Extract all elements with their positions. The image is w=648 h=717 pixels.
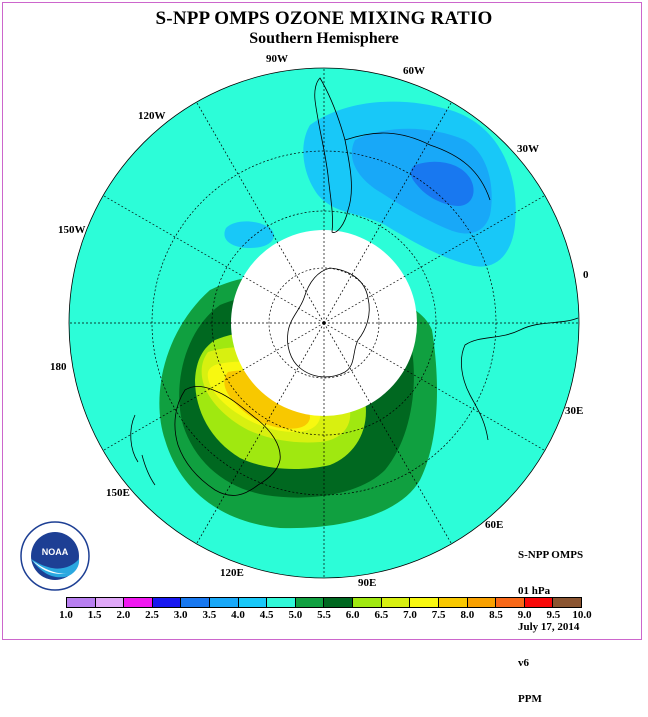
meridian-lines xyxy=(69,68,579,578)
colorbar-swatch xyxy=(496,598,525,607)
colorbar-tick-label: 7.0 xyxy=(403,609,417,621)
coastlines xyxy=(130,77,579,496)
colorbar-tick-label: 4.0 xyxy=(231,609,245,621)
lon-label-120w: 120W xyxy=(138,110,166,122)
info-version: v6 xyxy=(518,657,529,669)
contour-3p5 xyxy=(410,161,474,206)
colorbar-tick-label: 6.0 xyxy=(345,609,360,621)
contour-7p5 xyxy=(224,370,310,429)
colorbar-tick-label: 10.0 xyxy=(572,609,592,621)
colorbar-tick-label: 5.0 xyxy=(288,609,303,621)
page-title: S-NPP OMPS OZONE MIXING RATIO xyxy=(155,8,493,29)
meridian-line xyxy=(102,195,325,324)
meridian-line xyxy=(102,322,325,451)
colorbar-tick-label: 8.5 xyxy=(489,609,503,621)
colorbar-swatch xyxy=(381,598,411,607)
colorbar-swatch xyxy=(267,598,296,607)
info-instrument: S-NPP OMPS xyxy=(518,549,584,561)
colorbar-swatch xyxy=(553,598,581,607)
figure-frame xyxy=(2,2,642,640)
polar-map: 90W 60W 30W 0 30E 60E 90E 120E 150E 180 … xyxy=(50,53,589,589)
info-units: PPM xyxy=(518,693,542,705)
colorbar xyxy=(66,597,582,608)
colorbar-tick-label: 9.0 xyxy=(517,609,532,621)
info-level: 01 hPa xyxy=(518,585,551,597)
colorbar-swatch xyxy=(181,598,211,607)
colorbar-swatch xyxy=(324,598,354,607)
colorbar-tick-label: 3.0 xyxy=(173,609,188,621)
info-date: July 17, 2014 xyxy=(518,621,580,633)
africa-coast xyxy=(460,317,579,441)
meridian-line xyxy=(323,322,546,451)
colorbar-tick-label: 6.5 xyxy=(374,609,389,621)
meridian-line xyxy=(323,101,452,324)
meridian-line xyxy=(323,195,546,324)
noaa-logo-icon: NOAA xyxy=(20,521,90,591)
colorbar-swatch xyxy=(124,598,153,607)
south-pole-marker xyxy=(322,321,326,325)
colorbar-tick-label: 1.0 xyxy=(59,609,73,621)
colorbar-tick-label: 7.5 xyxy=(431,609,446,621)
colorbar-swatch xyxy=(152,598,182,607)
page-subtitle: Southern Hemisphere xyxy=(249,30,399,47)
colorbar-tick-label: 8.0 xyxy=(460,609,475,621)
lon-label-60e: 60E xyxy=(485,519,503,531)
antarctica-coast xyxy=(287,267,370,378)
lon-label-30w: 30W xyxy=(517,143,539,155)
colorbar-tick-label: 4.5 xyxy=(259,609,274,621)
colorbar-swatch xyxy=(210,598,239,607)
colorbar-swatch xyxy=(410,598,439,607)
contour-4p5-small xyxy=(224,221,274,248)
lon-label-30e: 30E xyxy=(565,405,583,417)
lon-label-180: 180 xyxy=(50,361,67,373)
new-zealand-coast xyxy=(130,414,156,486)
colorbar-swatch xyxy=(238,598,268,607)
colorbar-swatch xyxy=(295,598,325,607)
latitude-circle xyxy=(268,267,380,379)
australia-coast xyxy=(174,386,281,496)
meridian-line xyxy=(323,322,452,545)
lon-label-0: 0 xyxy=(583,269,589,281)
colorbar-swatch xyxy=(353,598,382,607)
colorbar-swatch xyxy=(438,598,468,607)
colorbar-tick-label: 3.5 xyxy=(202,609,217,621)
colorbar-ticks: 1.0 1.5 2.0 2.5 3.0 3.5 4.0 4.5 5.0 5.5 6.0 6.5 7.0 7… xyxy=(0,609,648,623)
lon-label-150e: 150E xyxy=(106,487,130,499)
meridian-line xyxy=(196,101,325,324)
colorbar-swatch xyxy=(95,598,125,607)
south-america-coast xyxy=(314,77,491,233)
colorbar-swatch xyxy=(524,598,554,607)
colorbar-tick-label: 2.5 xyxy=(145,609,159,621)
colorbar-tick-label: 5.5 xyxy=(317,609,331,621)
colorbar-tick-label: 9.5 xyxy=(546,609,561,621)
lon-label-150w: 150W xyxy=(58,224,86,236)
colorbar-tick-label: 1.5 xyxy=(87,609,102,621)
lon-label-60w: 60W xyxy=(403,65,425,77)
lon-label-90w: 90W xyxy=(266,53,288,65)
meridian-line xyxy=(196,322,325,545)
colorbar-tick-label: 2.0 xyxy=(116,609,131,621)
logo-text: NOAA xyxy=(42,547,69,557)
colorbar-swatch xyxy=(467,598,497,607)
lon-label-120e: 120E xyxy=(220,567,244,579)
map-border xyxy=(68,67,580,579)
colorbar-swatch xyxy=(67,598,96,607)
lon-label-90e: 90E xyxy=(358,577,376,589)
